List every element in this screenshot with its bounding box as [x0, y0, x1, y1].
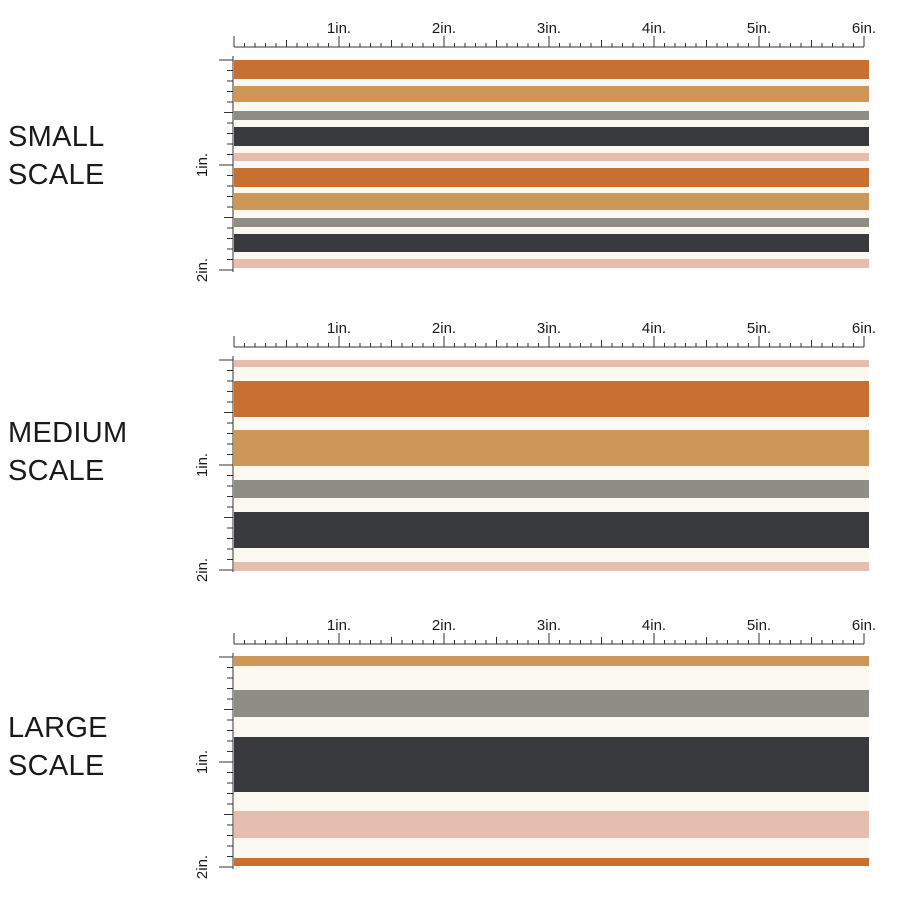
- ruler-vertical-label: 2in.: [194, 855, 211, 879]
- stripe-blush: [234, 153, 869, 161]
- stripe-charcoal: [234, 737, 869, 792]
- stripe-blush: [234, 360, 869, 367]
- ruler-label: 2in.: [432, 617, 456, 634]
- ruler-label: 5in.: [747, 320, 771, 337]
- stripe-charcoal: [234, 512, 869, 548]
- stripe-tan: [234, 86, 869, 102]
- medium-scale-fabric-swatch: [234, 360, 869, 571]
- ruler-label: 6in.: [852, 617, 876, 634]
- medium-scale-panel: MEDIUM SCALE 1in. 2in. 3in. 4in. 5in. 6in. 1in…: [0, 300, 900, 600]
- ruler-vertical-label: 1in.: [194, 453, 211, 477]
- stripe-blush: [234, 562, 869, 571]
- stripe-sage-gray: [234, 111, 869, 120]
- ruler-vertical-label: 1in.: [194, 750, 211, 774]
- ruler-label: 4in.: [642, 617, 666, 634]
- ruler-label: 3in.: [537, 320, 561, 337]
- stripe-sage-gray: [234, 690, 869, 717]
- small-scale-panel: SMALL SCALE 1in. 2in. 3in. 4in. 5in. 6in. 1in.…: [0, 0, 900, 300]
- stripe-tan: [234, 193, 869, 210]
- ruler-label: 1in.: [327, 20, 351, 37]
- ruler-label: 4in.: [642, 320, 666, 337]
- stripe-tan: [234, 656, 869, 666]
- medium-scale-label: MEDIUM SCALE: [8, 417, 128, 487]
- ruler-label: 1in.: [327, 617, 351, 634]
- ruler-label: 6in.: [852, 20, 876, 37]
- ruler-label: 5in.: [747, 617, 771, 634]
- large-scale-ruler: 1in. 2in. 3in. 4in. 5in. 6in. 1in. 2in.: [194, 617, 876, 879]
- stripe-orange: [234, 168, 869, 187]
- stripe-charcoal: [234, 127, 869, 146]
- ruler-label: 3in.: [537, 20, 561, 37]
- ruler-vertical-label: 1in.: [194, 153, 211, 177]
- small-scale-fabric-swatch: [234, 60, 869, 268]
- large-scale-fabric-swatch: [234, 656, 869, 866]
- stripe-orange: [234, 60, 869, 79]
- small-scale-label: SMALL SCALE: [8, 121, 105, 191]
- ruler-vertical-label: 2in.: [194, 258, 211, 282]
- stripe-orange: [234, 858, 869, 866]
- stripe-tan: [234, 430, 869, 466]
- stripe-sage-gray: [234, 218, 869, 227]
- ruler-label: 3in.: [537, 617, 561, 634]
- ruler-label: 1in.: [327, 320, 351, 337]
- large-scale-panel: LARGE SCALE 1in. 2in. 3in. 4in. 5in. 6in. 1in.…: [0, 597, 900, 897]
- stripe-blush: [234, 811, 869, 838]
- large-scale-label: LARGE SCALE: [8, 712, 108, 782]
- ruler-label: 2in.: [432, 20, 456, 37]
- ruler-label: 4in.: [642, 20, 666, 37]
- ruler-label: 5in.: [747, 20, 771, 37]
- stripe-sage-gray: [234, 480, 869, 498]
- stripe-blush: [234, 259, 869, 268]
- medium-scale-ruler: 1in. 2in. 3in. 4in. 5in. 6in. 1in. 2in.: [194, 320, 876, 582]
- stripe-charcoal: [234, 234, 869, 252]
- small-scale-ruler: 1in. 2in. 3in. 4in. 5in. 6in. 1in. 2in.: [194, 20, 876, 282]
- ruler-label: 6in.: [852, 320, 876, 337]
- ruler-label: 2in.: [432, 320, 456, 337]
- ruler-vertical-label: 2in.: [194, 558, 211, 582]
- stripe-orange: [234, 381, 869, 417]
